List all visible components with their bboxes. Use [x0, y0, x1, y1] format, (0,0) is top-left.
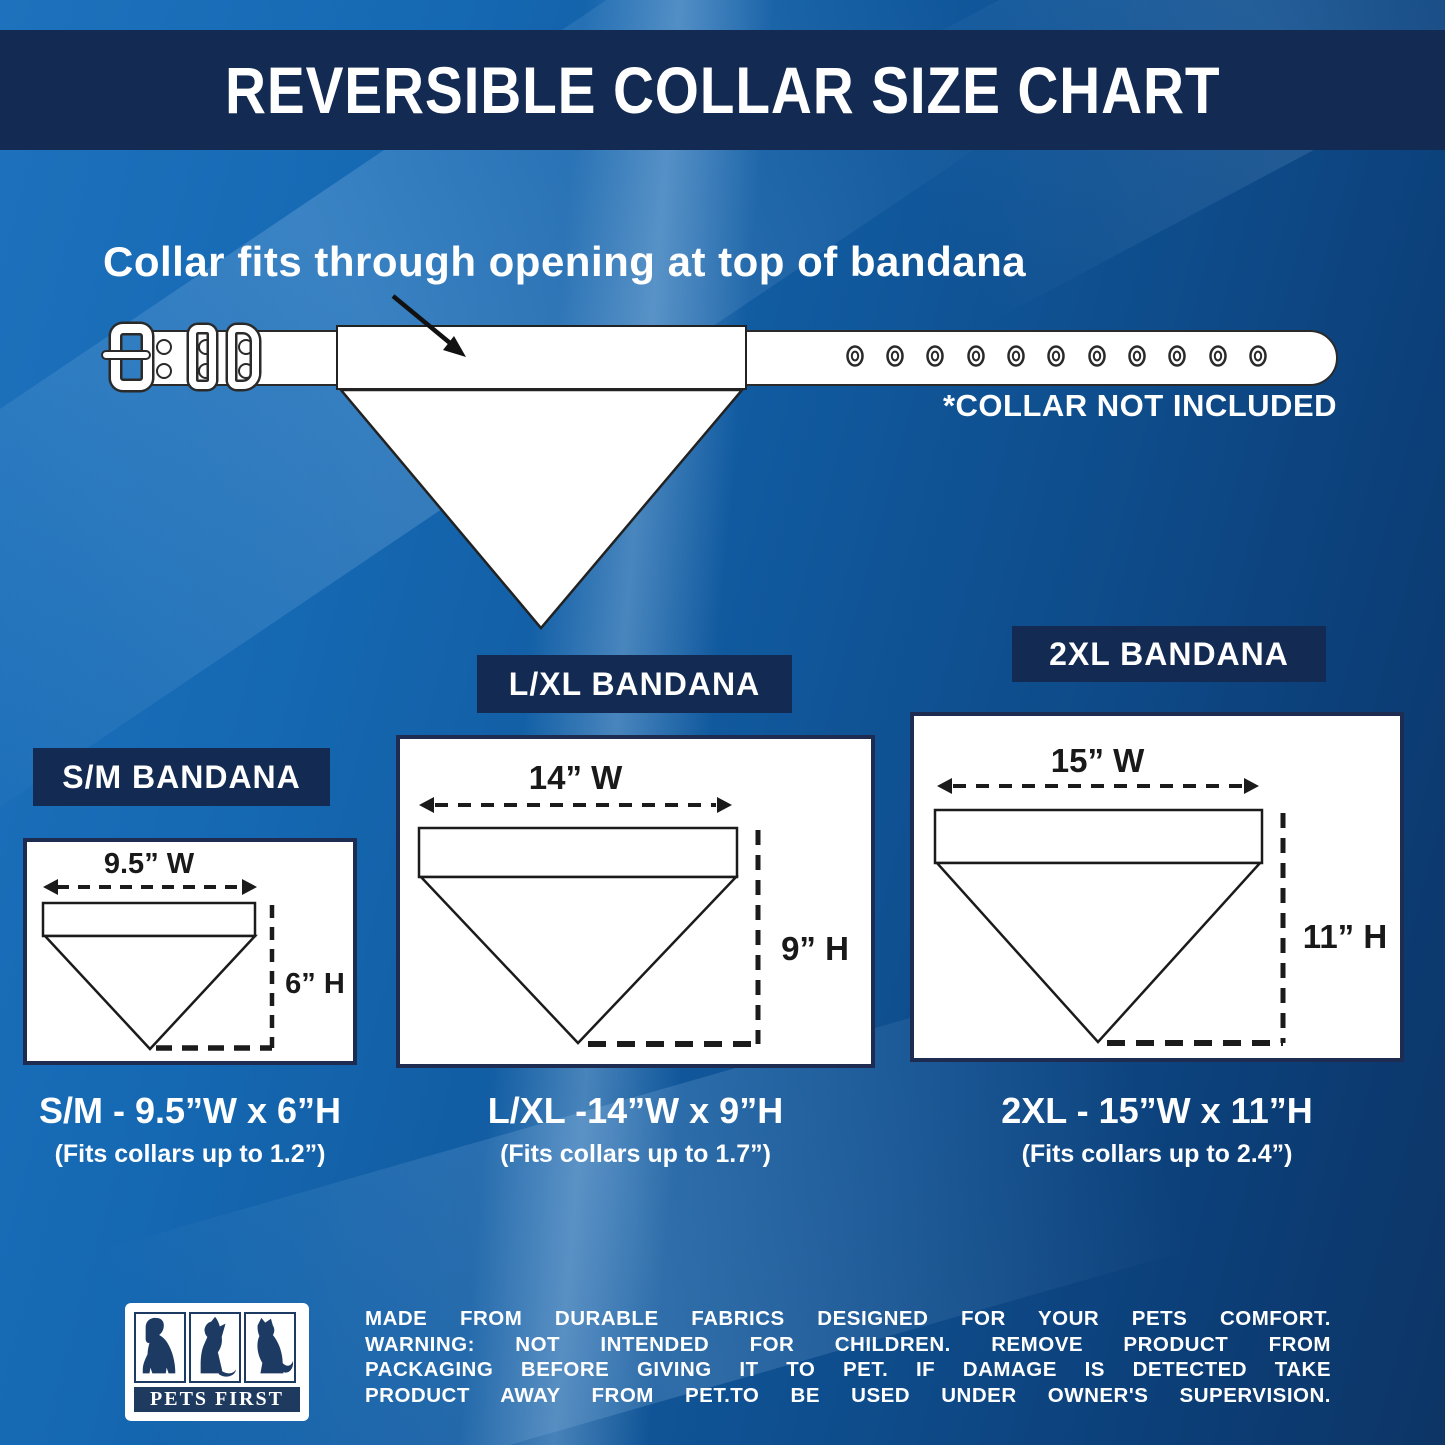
size-label-2xl-text: 2XL BANDANA [1049, 635, 1289, 672]
diagram-caption: Collar fits through opening at top of ba… [103, 238, 1027, 285]
size-panel-lxl: 14” W 9” H [396, 735, 875, 1068]
collar-not-included-note: *COLLAR NOT INCLUDED [942, 388, 1338, 423]
collar-keeper-loop-icon [189, 325, 216, 389]
size-dimensions-sm: S/M - 9.5”W x 6”H [38, 1090, 342, 1131]
collar-eyelets-icon [846, 345, 1267, 367]
width-dimension-label: 9.5” W [103, 848, 195, 880]
page-title: REVERSIBLE COLLAR SIZE CHART [224, 53, 1221, 127]
size-fits-sm: (Fits collars up to 1.2”) [54, 1140, 326, 1168]
size-label-sm-text: S/M BANDANA [62, 758, 301, 795]
pets-first-logo: PETS FIRST [125, 1303, 309, 1421]
strap-hole-icon [156, 363, 172, 379]
warning-line: WARNING: NOT INTENDED FOR CHILDREN. REMO… [365, 1332, 1331, 1356]
size-dimensions-lxl: L/XL -14”W x 9”H [487, 1090, 784, 1131]
height-dimension-label: 11” H [1302, 918, 1388, 955]
dog-silhouette-icon [244, 1312, 296, 1383]
warning-text: MADE FROM DURABLE FABRICS DESIGNED FOR Y… [365, 1306, 1331, 1408]
size-label-lxl: L/XL BANDANA [477, 655, 792, 713]
collar-keeper-loop-icon [228, 325, 259, 389]
height-dimension-label: 9” H [781, 930, 849, 967]
dog-silhouette-icon [189, 1312, 241, 1383]
size-fits-lxl: (Fits collars up to 1.7”) [500, 1140, 771, 1168]
strap-hole-icon [156, 339, 172, 355]
size-label-2xl: 2XL BANDANA [1012, 626, 1326, 682]
size-panel-2xl: 15” W 11” H [910, 712, 1404, 1062]
width-dimension-label: 14” W [528, 759, 623, 796]
warning-line: PACKAGING BEFORE GIVING IT TO PET. IF DA… [365, 1358, 1331, 1381]
background-streak [448, 0, 782, 1445]
logo-band: PETS FIRST [134, 1387, 300, 1412]
size-panel-2xl-diagram [933, 778, 1286, 1046]
warning-line: PRODUCT AWAY FROM PET.TO BE USED UNDER O… [365, 1383, 1331, 1407]
size-panel-sm: 9.5” W 6” H [23, 838, 357, 1065]
size-dimensions-2xl: 2XL - 15”W x 11”H [1001, 1090, 1313, 1131]
dog-silhouette-icon [134, 1312, 186, 1383]
logo-text: PETS FIRST [150, 1388, 284, 1410]
warning-line: MADE FROM DURABLE FABRICS DESIGNED FOR Y… [365, 1307, 1331, 1330]
size-panel-sm-diagram [41, 879, 275, 1051]
size-fits-2xl: (Fits collars up to 2.4”) [1021, 1140, 1293, 1168]
size-panel-lxl-diagram [417, 797, 761, 1047]
bandana-sleeve [336, 325, 747, 390]
width-dimension-label: 15” W [1050, 742, 1145, 779]
pointer-arrow-icon [391, 294, 466, 357]
height-dimension-label: 6” H [285, 968, 345, 1000]
size-label-sm: S/M BANDANA [33, 748, 330, 806]
collar-buckle-prong-icon [101, 350, 151, 360]
bandana-triangle [338, 388, 745, 630]
header-bar: REVERSIBLE COLLAR SIZE CHART [0, 30, 1445, 150]
size-label-lxl-text: L/XL BANDANA [508, 665, 761, 702]
